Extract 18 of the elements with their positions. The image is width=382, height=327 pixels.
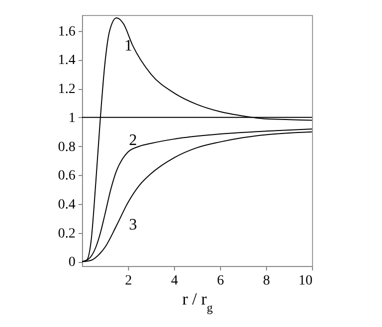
series-label: 3 [129, 216, 137, 234]
series-label: 2 [129, 132, 137, 150]
x-tick-label: 4 [171, 274, 178, 288]
y-tick-label: 0 [68, 255, 76, 270]
y-tick-label: 1.2 [58, 82, 76, 98]
x-tick-label: 8 [263, 274, 270, 288]
y-tick-label: 0.4 [58, 197, 76, 212]
x-axis-title: r / r$_{g}$ [182, 290, 213, 314]
y-tick-label: 1.4 [58, 53, 76, 68]
x-tick-label: 10 [298, 274, 312, 288]
series-label: 1 [124, 38, 132, 55]
y-tick-label: 1.6 [58, 24, 76, 40]
x-tick-label: 2 [125, 274, 132, 288]
y-tick-label: 1 [68, 110, 76, 126]
y-tick-label: 0.8 [58, 140, 76, 155]
y-tick-label: 0.6 [58, 168, 76, 184]
x-tick-label: 6 [217, 274, 224, 288]
y-tick-label: 0.2 [58, 226, 76, 242]
